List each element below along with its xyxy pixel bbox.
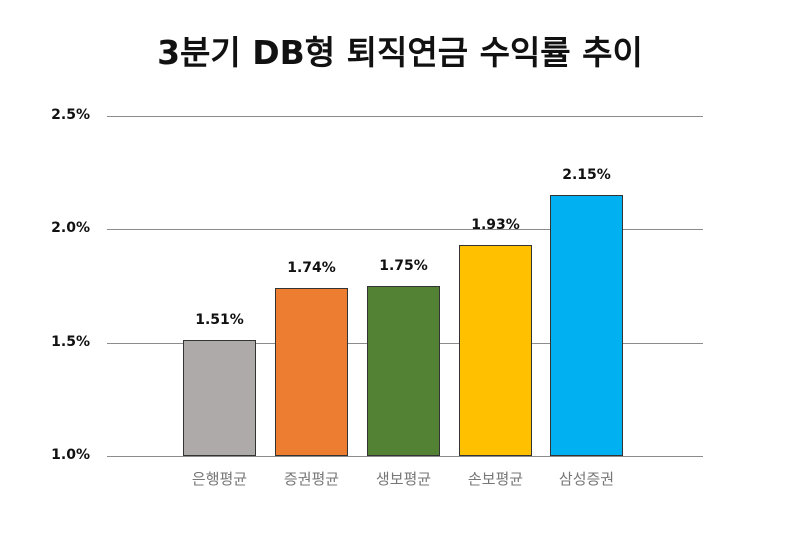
bar-value-label: 2.15% (562, 167, 611, 184)
gridline (107, 116, 703, 117)
x-category-label: 은행평균 (191, 470, 248, 488)
bar-value-label: 1.51% (195, 312, 244, 329)
gridline (107, 456, 703, 457)
y-tick-label: 2.5% (51, 107, 90, 123)
x-category-label: 손보평균 (467, 470, 524, 488)
x-category-label: 생보평균 (375, 470, 432, 488)
bar-value-label: 1.93% (471, 217, 520, 234)
bar (275, 288, 348, 456)
x-category-label: 증권평균 (283, 470, 340, 488)
bar (550, 195, 623, 456)
y-tick-label: 1.5% (51, 333, 90, 350)
chart-title: 3분기 DB형 퇴직연금 수익률 추이 (157, 33, 643, 72)
bar (183, 340, 256, 456)
gridline (107, 229, 703, 231)
y-tick-label: 2.0% (51, 220, 90, 237)
bar (367, 286, 440, 456)
x-category-label: 삼성증권 (558, 470, 615, 488)
y-tick-label: 1.0% (51, 447, 90, 463)
bar (459, 245, 532, 456)
bar-value-label: 1.75% (379, 258, 428, 274)
bar-value-label: 1.74% (287, 260, 336, 277)
